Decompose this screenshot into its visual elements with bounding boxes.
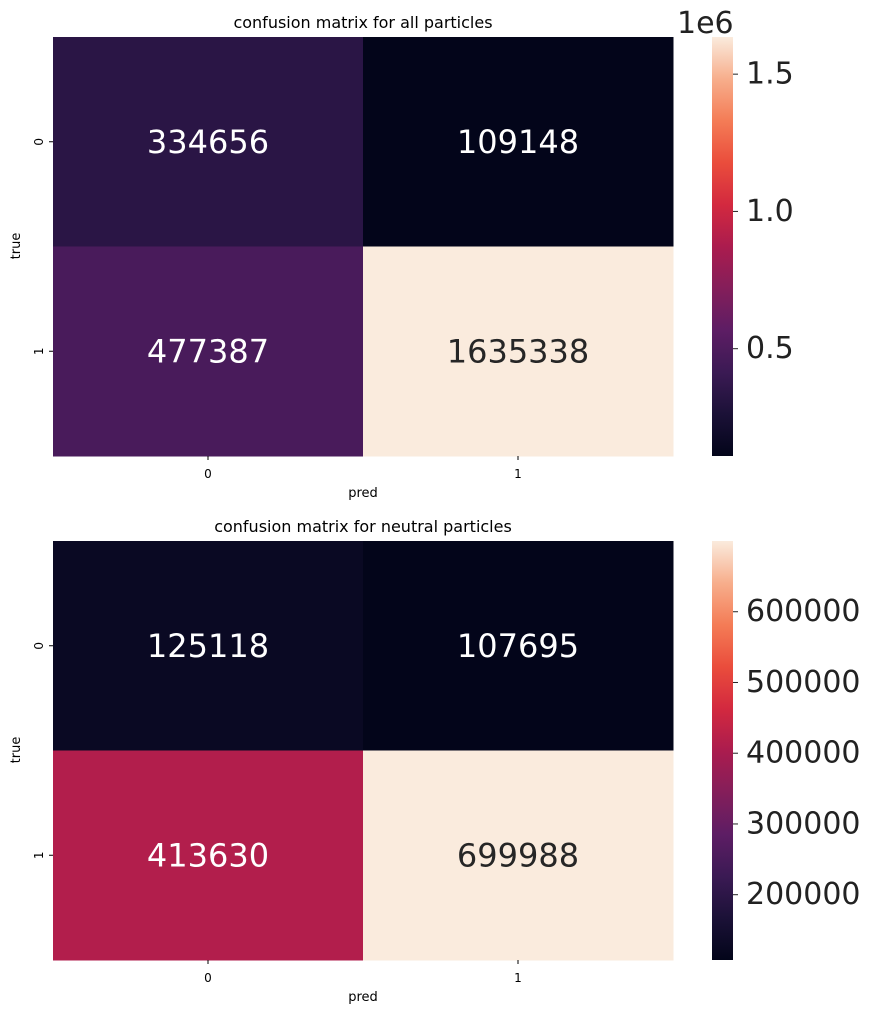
cell-value-label: 413630 <box>147 836 269 874</box>
colorbar-tick-label: 1.0 <box>746 194 794 229</box>
chart-title: confusion matrix for neutral particles <box>214 517 512 536</box>
y-axis-label: true <box>9 233 24 260</box>
heatmap-cell <box>53 750 364 961</box>
heatmap-neutral-particles: confusion matrix for neutral particles 1… <box>9 517 861 1005</box>
colorbar <box>712 37 733 456</box>
heatmap-cell <box>363 246 674 457</box>
y-tick-label: 1 <box>32 347 46 355</box>
heatmap-cell <box>53 541 364 751</box>
colorbar-tick-label: 600000 <box>746 594 861 629</box>
y-axis-ticks: 01 <box>32 642 53 859</box>
colorbar-tick-label: 400000 <box>746 736 861 771</box>
heatmap-cells: 334656 109148 477387 1635338 <box>53 37 674 457</box>
x-axis-label: pred <box>348 486 378 501</box>
y-tick-label: 0 <box>32 642 46 650</box>
cell-value-label: 109148 <box>457 123 579 161</box>
cell-value-label: 1635338 <box>447 332 590 370</box>
heatmap-cells: 125118 107695 413630 699988 <box>53 541 674 961</box>
heatmap-all-particles: confusion matrix for all particles 33465… <box>9 6 794 501</box>
heatmap-cell <box>53 37 364 247</box>
y-axis-ticks: 01 <box>32 138 53 355</box>
colorbar-tick-label: 1.5 <box>746 57 794 92</box>
colorbar-ticks: 200000 300000 400000 500000 600000 <box>733 594 861 912</box>
colorbar-ticks: 0.5 1.0 1.5 <box>733 57 794 366</box>
cell-value-label: 125118 <box>147 627 269 665</box>
x-tick-label: 0 <box>204 467 212 481</box>
colorbar-tick-label: 300000 <box>746 806 861 841</box>
heatmap-cell <box>53 246 364 457</box>
cell-value-label: 699988 <box>457 836 579 874</box>
x-tick-label: 1 <box>514 971 522 985</box>
y-axis-label: true <box>9 737 24 764</box>
y-tick-label: 0 <box>32 138 46 146</box>
colorbar-tick-label: 0.5 <box>746 331 794 366</box>
colorbar-tick-label: 200000 <box>746 877 861 912</box>
cell-value-label: 334656 <box>147 123 269 161</box>
colorbar <box>712 541 733 960</box>
chart-title: confusion matrix for all particles <box>233 13 492 32</box>
y-tick-label: 1 <box>32 851 46 859</box>
x-axis-label: pred <box>348 990 378 1005</box>
heatmap-cell <box>363 541 674 751</box>
x-tick-label: 0 <box>204 971 212 985</box>
cell-value-label: 477387 <box>147 332 269 370</box>
x-tick-label: 1 <box>514 467 522 481</box>
heatmap-cell <box>363 37 674 247</box>
heatmap-cell <box>363 750 674 961</box>
colorbar-offset-label: 1e6 <box>677 6 734 41</box>
colorbar-tick-label: 500000 <box>746 665 861 700</box>
cell-value-label: 107695 <box>457 627 579 665</box>
